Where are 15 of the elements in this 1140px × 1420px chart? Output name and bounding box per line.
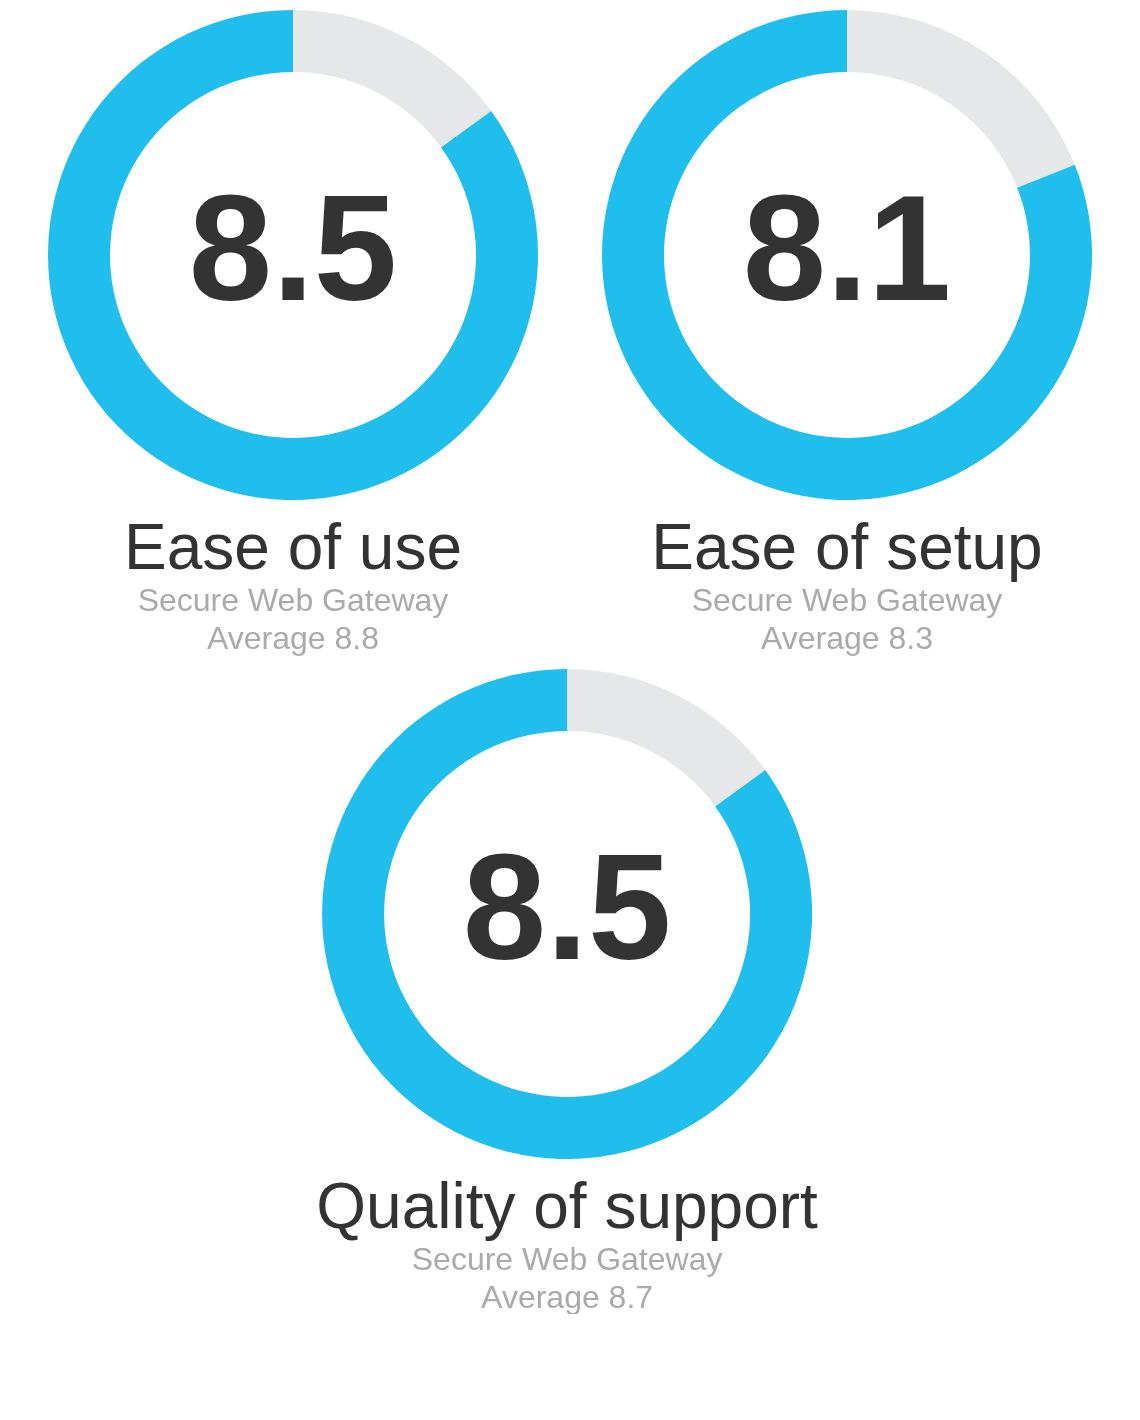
text: Ease of use (124, 511, 462, 583)
donut-slice (48, 10, 538, 500)
text: Secure Web Gateway Average 8.3 (691, 582, 1003, 656)
text: Quality of support (316, 1170, 819, 1242)
donut-slice (602, 10, 1092, 500)
text: 8.5 (188, 164, 398, 332)
text: Secure Web Gateway Average 8.8 (137, 582, 449, 656)
text: Secure Web Gateway Average 8.7 (411, 1241, 723, 1315)
donut-slice (847, 10, 1075, 188)
text: 8.5 (462, 823, 672, 991)
text: 8.1 (742, 164, 952, 332)
text: Ease of setup (651, 511, 1043, 583)
donut-slice (293, 10, 492, 148)
donut-slice (322, 669, 813, 1159)
donut-slice (567, 669, 766, 807)
